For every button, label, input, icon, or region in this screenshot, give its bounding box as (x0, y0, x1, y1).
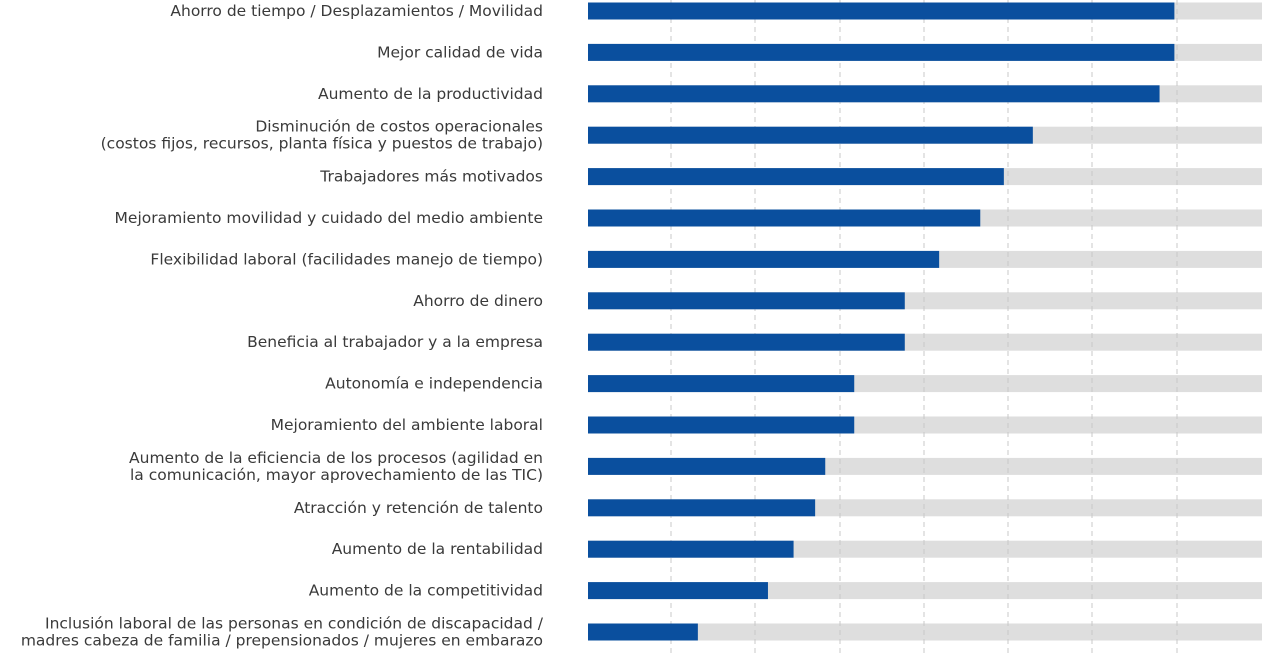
bar (588, 250, 940, 268)
category-label: Ahorro de tiempo / Desplazamientos / Mov… (170, 2, 543, 20)
bar (588, 416, 855, 434)
bar-track (588, 623, 1262, 641)
bar (588, 209, 981, 227)
category-label-line: Aumento de la rentabilidad (332, 540, 543, 558)
category-label: Atracción y retención de talento (294, 499, 543, 517)
category-label: Aumento de la productividad (318, 85, 543, 103)
bar (588, 85, 1160, 103)
category-label-line: (costos fijos, recursos, planta física y… (101, 135, 543, 153)
category-label-line: Disminución de costos operacionales (255, 118, 543, 136)
category-label: Flexibilidad laboral (facilidades manejo… (150, 250, 543, 268)
category-label: Disminución de costos operacionales (cost… (101, 118, 543, 153)
bar (588, 540, 794, 558)
bar (588, 623, 698, 641)
bar (588, 582, 768, 600)
bar (588, 333, 905, 351)
category-label: Trabajadores más motivados (319, 168, 543, 186)
bar (588, 168, 1004, 186)
category-label-line: Inclusión laboral de las personas en con… (45, 615, 544, 633)
category-label-line: Ahorro de tiempo / Desplazamientos / Mov… (170, 2, 543, 20)
category-label-line: madres cabeza de familia / prepensionado… (21, 632, 543, 650)
category-label-line: Mejoramiento movilidad y cuidado del med… (115, 209, 543, 227)
category-label: Mejoramiento del ambiente laboral (271, 416, 543, 434)
category-label-line: Atracción y retención de talento (294, 499, 543, 517)
category-label-line: Autonomía e independencia (325, 375, 543, 393)
category-labels: Ahorro de tiempo / Desplazamientos / Mov… (21, 2, 544, 650)
bar (588, 457, 826, 475)
category-label-line: Aumento de la competitividad (309, 582, 543, 600)
category-label-line: Beneficia al trabajador y a la empresa (247, 333, 543, 351)
category-label: Aumento de la competitividad (309, 582, 543, 600)
category-label: Mejoramiento movilidad y cuidado del med… (115, 209, 543, 227)
category-label: Autonomía e independencia (325, 375, 543, 393)
bar (588, 499, 816, 517)
category-label-line: la comunicación, mayor aprovechamiento d… (130, 466, 543, 484)
gridlines (670, 0, 1178, 654)
category-label-line: Ahorro de dinero (413, 292, 543, 310)
category-label: Inclusión laboral de las personas en con… (21, 615, 544, 650)
category-label: Aumento de la eficiencia de los procesos… (129, 449, 543, 484)
category-label: Aumento de la rentabilidad (332, 540, 543, 558)
category-label: Mejor calidad de vida (377, 43, 543, 61)
bar (588, 2, 1175, 20)
bar (588, 126, 1033, 144)
category-label-line: Flexibilidad laboral (facilidades manejo… (150, 250, 543, 268)
value-bars (588, 2, 1175, 641)
bar (588, 292, 905, 310)
category-label-line: Aumento de la productividad (318, 85, 543, 103)
category-label-line: Mejor calidad de vida (377, 43, 543, 61)
category-label: Beneficia al trabajador y a la empresa (247, 333, 543, 351)
category-label: Ahorro de dinero (413, 292, 543, 310)
bar (588, 375, 855, 393)
category-label-line: Aumento de la eficiencia de los procesos… (129, 449, 543, 467)
bar (588, 43, 1175, 61)
category-label-line: Trabajadores más motivados (319, 168, 543, 186)
category-label-line: Mejoramiento del ambiente laboral (271, 416, 543, 434)
